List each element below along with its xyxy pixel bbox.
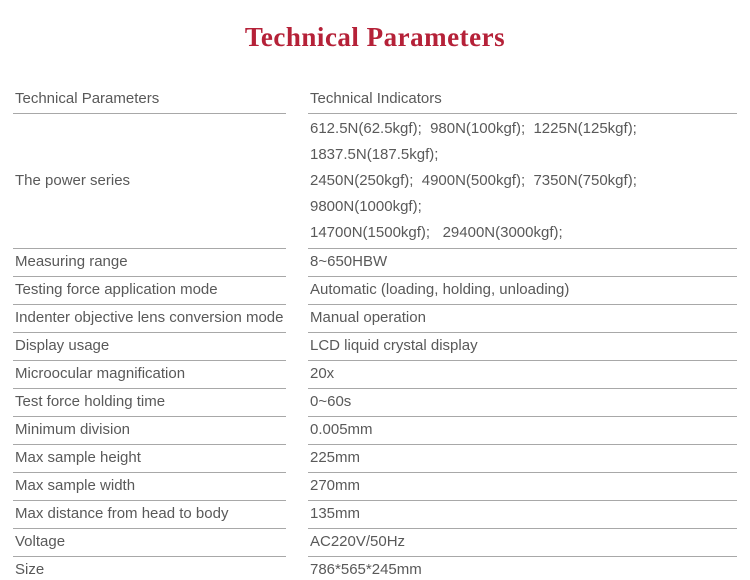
table-row-max-distance: Max distance from head to body 135mm [13, 501, 737, 529]
indicator-cell: 20x [308, 361, 737, 389]
table-row-size: Size 786*565*245mm [13, 557, 737, 580]
param-cell: Measuring range [13, 249, 286, 277]
indicator-cell: 135mm [308, 501, 737, 529]
param-cell: Max sample height [13, 445, 286, 473]
indicator-line: 612.5N(62.5kgf); 980N(100kgf); 1225N(125… [310, 120, 646, 163]
column-header-parameters: Technical Parameters [13, 86, 286, 114]
table-row-indenter-conversion: Indenter objective lens conversion mode … [13, 305, 737, 333]
param-cell: Microocular magnification [13, 361, 286, 389]
indicator-cell: 225mm [308, 445, 737, 473]
indicator-cell: 0.005mm [308, 417, 737, 445]
indicator-cell: AC220V/50Hz [308, 529, 737, 557]
indicator-cell: LCD liquid crystal display [308, 333, 737, 361]
table-row-max-sample-height: Max sample height 225mm [13, 445, 737, 473]
table-row-max-sample-width: Max sample width 270mm [13, 473, 737, 501]
indicator-cell: Manual operation [308, 305, 737, 333]
param-cell: Max sample width [13, 473, 286, 501]
param-cell: Testing force application mode [13, 277, 286, 305]
param-cell: Size [13, 557, 286, 580]
indicator-line: 2450N(250kgf); 4900N(500kgf); 7350N(750k… [310, 172, 646, 215]
param-cell: Indenter objective lens conversion mode [13, 305, 286, 333]
indicator-line: 14700N(1500kgf); 29400N(3000kgf); [310, 224, 563, 241]
table-row-voltage: Voltage AC220V/50Hz [13, 529, 737, 557]
param-cell: Test force holding time [13, 389, 286, 417]
table-header-row: Technical Parameters Technical Indicator… [13, 86, 737, 114]
table-row-power-series: The power series 612.5N(62.5kgf); 980N(1… [13, 114, 737, 249]
page-title: Technical Parameters [244, 22, 506, 52]
indicator-cell: 612.5N(62.5kgf); 980N(100kgf); 1225N(125… [308, 114, 737, 249]
param-cell: Voltage [13, 529, 286, 557]
table-row-testing-force-mode: Testing force application mode Automatic… [13, 277, 737, 305]
indicator-cell: 786*565*245mm [308, 557, 737, 580]
indicator-cell: Automatic (loading, holding, unloading) [308, 277, 737, 305]
column-header-indicators: Technical Indicators [308, 86, 737, 114]
spec-page: Technical Parameters Technical Parameter… [0, 20, 750, 580]
indicator-cell: 0~60s [308, 389, 737, 417]
param-cell: The power series [13, 114, 286, 249]
table-row-microocular-magnification: Microocular magnification 20x [13, 361, 737, 389]
table-row-holding-time: Test force holding time 0~60s [13, 389, 737, 417]
param-cell: Display usage [13, 333, 286, 361]
param-cell: Minimum division [13, 417, 286, 445]
param-cell: Max distance from head to body [13, 501, 286, 529]
indicator-cell: 8~650HBW [308, 249, 737, 277]
indicator-cell: 270mm [308, 473, 737, 501]
table-row-minimum-division: Minimum division 0.005mm [13, 417, 737, 445]
parameters-table: Technical Parameters Technical Indicator… [13, 86, 737, 580]
table-row-display-usage: Display usage LCD liquid crystal display [13, 333, 737, 361]
table-row-measuring-range: Measuring range 8~650HBW [13, 249, 737, 277]
